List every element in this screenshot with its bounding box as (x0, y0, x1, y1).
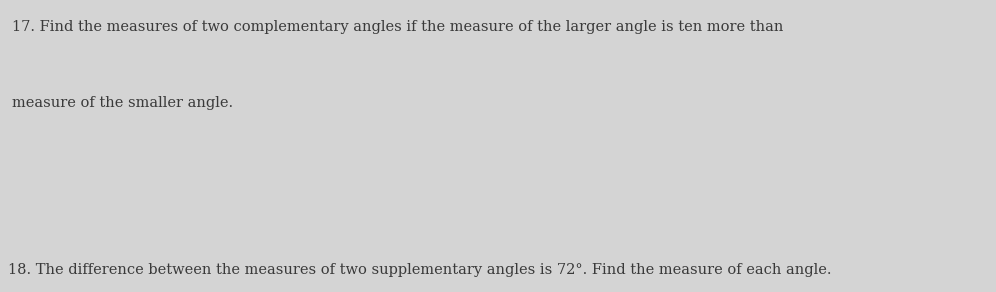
Text: 17. Find the measures of two complementary angles if the measure of the larger a: 17. Find the measures of two complementa… (12, 20, 788, 34)
Text: 18. The difference between the measures of two supplementary angles is 72°. Find: 18. The difference between the measures … (8, 263, 832, 277)
Text: measure of the smaller angle.: measure of the smaller angle. (12, 96, 233, 110)
